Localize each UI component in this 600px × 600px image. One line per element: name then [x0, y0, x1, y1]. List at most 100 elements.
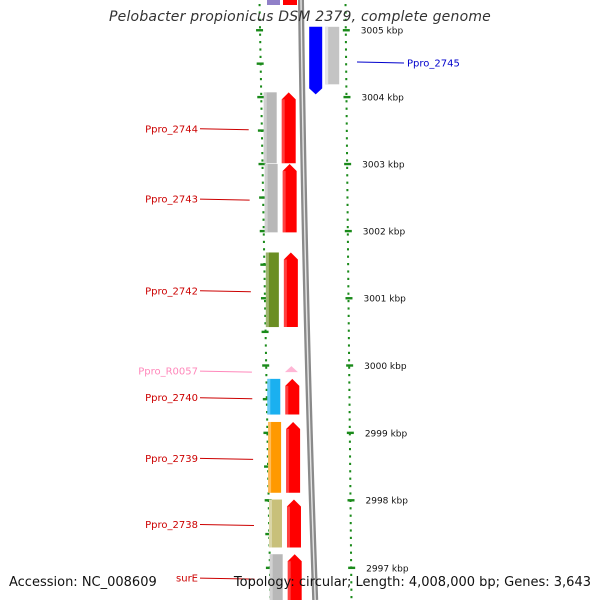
right-scale-tick: [346, 166, 349, 169]
gene-ppro_2739-arrow: [286, 421, 301, 493]
gene-ppro_2745-arrow: [309, 26, 323, 95]
right-scale-tick: [344, 4, 347, 7]
gene-ppro_2742-label: Ppro_2742: [145, 286, 198, 297]
right-scale-tick: [348, 411, 351, 414]
left-scale-tick: [266, 448, 269, 451]
right-scale-tick: [346, 152, 349, 155]
left-scale-tick: [267, 514, 270, 517]
right-scale-tick: [348, 388, 351, 391]
right-scale-tick: [349, 477, 352, 480]
right-scale-tick: [347, 263, 350, 266]
right-scale-tick: [349, 492, 352, 495]
left-scale-tick: [262, 211, 265, 214]
right-scale-tick: [345, 100, 348, 103]
right-scale-tick: [345, 107, 348, 110]
left-scale-tick: [268, 551, 271, 554]
left-scale-tick: [261, 181, 264, 184]
scale-label: 3003 kbp: [362, 160, 405, 170]
left-scale-tick: [263, 285, 266, 288]
left-scale-tick: [265, 359, 268, 362]
gene-ppro_r0057-label: Ppro_R0057: [138, 367, 198, 378]
left-major-tick: [258, 162, 266, 166]
gene-ppro_2740-arrow-shine: [285, 385, 289, 415]
gene-ppro_2738-arrow-shine: [286, 506, 290, 548]
left-scale-tick: [262, 233, 265, 236]
left-major-tick: [264, 499, 272, 502]
right-scale-tick: [348, 418, 351, 421]
right-scale-tick: [346, 203, 349, 206]
right-scale-tick: [349, 522, 352, 525]
left-scale-tick: [261, 137, 264, 140]
left-scale-tick: [264, 337, 267, 340]
right-scale-tick: [347, 314, 350, 317]
gene-ppro_2745-label: Ppro_2745: [407, 59, 460, 70]
gene-ppro_2742-bar: [265, 252, 279, 328]
left-scale-tick: [263, 277, 266, 280]
right-scale-tick: [344, 11, 347, 14]
gene-ppro_2744-bar: [263, 92, 277, 164]
left-major-tick: [264, 465, 272, 468]
gene-sure-bar: [269, 554, 283, 600]
left-scale-tick: [258, 18, 261, 21]
right-scale-tick: [347, 329, 350, 332]
left-scale-tick: [265, 388, 268, 391]
left-scale-tick: [259, 41, 262, 44]
right-scale-tick: [349, 507, 352, 510]
gene-ppro_r0057-leader: [199, 370, 252, 373]
right-scale-tick: [349, 544, 352, 547]
right-scale-tick: [350, 551, 353, 554]
right-scale-tick: [349, 514, 352, 517]
left-major-tick: [265, 566, 273, 570]
right-scale-tick: [348, 381, 351, 384]
left-major-tick: [259, 229, 267, 233]
scale-major-tick: [344, 229, 352, 233]
left-scale-tick: [261, 174, 264, 177]
right-scale-tick: [344, 26, 347, 29]
right-scale-tick: [345, 85, 348, 88]
gene-ppro_2740-bar-shine: [267, 378, 271, 415]
scale-major-tick: [342, 29, 350, 32]
gene-ppro_2740-label: Ppro_2740: [145, 393, 198, 404]
right-scale-tick: [346, 211, 349, 214]
right-scale-tick: [346, 226, 349, 229]
right-scale-tick: [350, 596, 353, 599]
scale-label: 3004 kbp: [361, 94, 404, 104]
gene-ppro_2738-leader: [199, 523, 254, 526]
gene-ppro_2745-bar: [325, 26, 340, 85]
right-scale-tick: [348, 440, 351, 443]
right-scale-tick: [348, 425, 351, 428]
left-scale-tick: [266, 418, 269, 421]
gene-sure-arrow: [287, 554, 302, 600]
scale-label: 3001 kbp: [363, 295, 406, 305]
right-scale-tick: [347, 270, 350, 273]
gene-sure-arrow-shine: [287, 561, 291, 600]
scale-label: 3000 kbp: [364, 362, 407, 372]
left-scale-tick: [267, 507, 270, 510]
gene-ppro_2738-bar: [268, 499, 282, 548]
left-scale-tick: [260, 85, 263, 88]
right-scale-tick: [346, 174, 349, 177]
right-scale-tick: [346, 181, 349, 184]
right-scale-tick: [349, 529, 352, 532]
right-scale-tick: [350, 581, 353, 584]
right-scale-tick: [345, 144, 348, 147]
right-scale-tick: [348, 366, 351, 369]
left-major-tick: [259, 196, 267, 199]
right-scale-tick: [347, 277, 350, 280]
gene-sure-label: surE: [176, 574, 198, 585]
gene-ppro_2744-arrow: [281, 92, 296, 164]
left-scale-tick: [261, 189, 264, 192]
gene-ppro_2739-bar-shine: [268, 421, 272, 493]
genome-backbone-highlight: [300, 0, 316, 600]
scale-major-tick: [346, 364, 354, 367]
left-major-tick: [262, 364, 270, 367]
right-scale-tick: [346, 159, 349, 162]
right-scale-tick: [344, 33, 347, 36]
left-scale-tick: [261, 159, 264, 162]
left-scale-tick: [261, 166, 264, 169]
gene-ppro_2740-arrow: [285, 378, 300, 415]
scale-major-tick: [348, 566, 356, 570]
left-scale-tick: [260, 122, 263, 125]
left-major-tick: [256, 62, 264, 65]
